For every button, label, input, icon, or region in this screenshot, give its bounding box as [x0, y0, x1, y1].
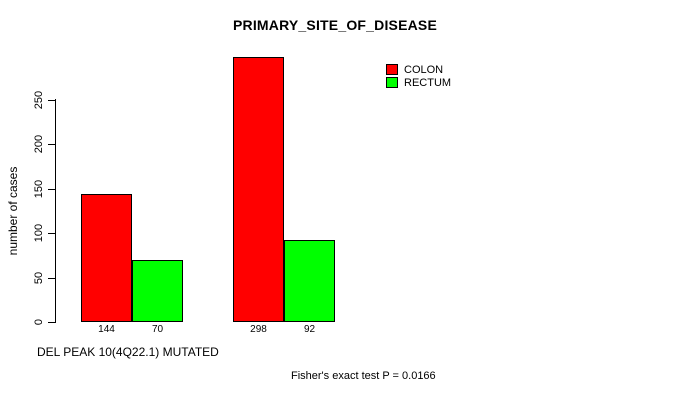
colon-color-swatch: [386, 64, 398, 75]
bar-rectum: [132, 259, 183, 322]
y-tick-label: 150: [33, 179, 45, 198]
bar-value-label: 92: [303, 324, 316, 335]
y-tick: [48, 188, 55, 190]
y-tick-label: 50: [33, 271, 45, 284]
y-tick: [48, 233, 55, 235]
y-tick: [48, 144, 55, 146]
y-tick-label: 250: [33, 90, 45, 110]
y-tick-label: 0: [33, 318, 45, 326]
fisher-test-annotation: Fisher's exact test P = 0.0166: [291, 370, 436, 382]
bar-value-label: 298: [250, 324, 267, 335]
bar-colon: [81, 194, 132, 322]
bar-colon: [233, 57, 284, 322]
rectum-color-swatch: [386, 77, 398, 88]
legend-label-rectum: RECTUM: [404, 76, 452, 89]
x-axis-label: DEL PEAK 10(4Q22.1) MUTATED: [37, 345, 219, 359]
legend-entry-rectum: RECTUM: [386, 76, 451, 89]
y-axis-label: number of cases: [6, 166, 20, 256]
y-tick: [48, 277, 55, 279]
bar-value-label: 70: [151, 324, 164, 335]
legend: COLON RECTUM: [386, 63, 451, 89]
bar-value-label: 144: [98, 324, 115, 335]
y-tick-label: 200: [33, 135, 45, 154]
y-tick: [48, 322, 55, 323]
legend-label-colon: COLON: [404, 63, 444, 76]
y-tick: [48, 100, 55, 101]
bar-rectum: [284, 240, 335, 322]
y-tick-label: 100: [33, 224, 45, 243]
y-axis-line: [55, 99, 56, 323]
chart-title: PRIMARY_SITE_OF_DISEASE: [232, 17, 438, 33]
legend-entry-colon: COLON: [386, 63, 451, 76]
